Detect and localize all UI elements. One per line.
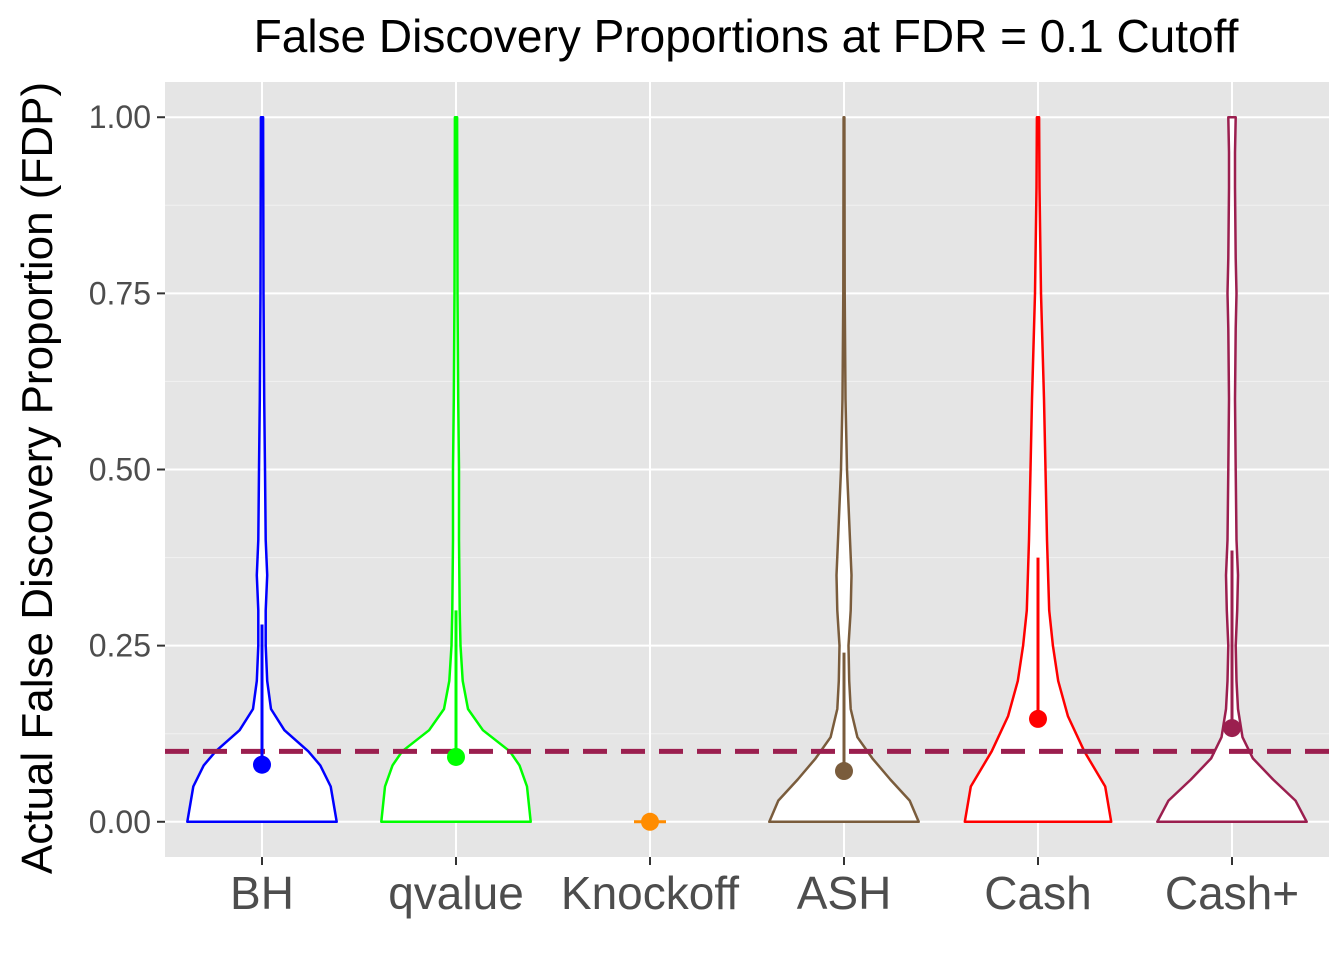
mean-point-qvalue [447, 747, 465, 766]
y-tick-label: 0.75 [89, 275, 151, 311]
y-axis-ticks: 0.00 0.25 0.50 0.75 1.00 [89, 99, 165, 840]
y-tick-label: 0.50 [89, 452, 151, 488]
mean-point-knockoff [641, 812, 659, 831]
x-tick-label: qvalue [388, 867, 524, 919]
x-tick-label: Cash [984, 867, 1091, 919]
mean-point-ash [835, 762, 853, 781]
x-tick-label: Cash+ [1165, 867, 1299, 919]
x-tick-label: Knockoff [561, 867, 739, 919]
y-tick-label: 0.25 [89, 628, 151, 664]
x-tick-label: ASH [797, 867, 892, 919]
y-tick-label: 0.00 [89, 804, 151, 840]
violin-cashplus [1156, 115, 1308, 824]
mean-point-cashplus [1223, 719, 1241, 738]
violin-ash [768, 115, 920, 824]
violin-qvalue [380, 115, 532, 824]
y-axis-label: Actual False Discovery Proportion (FDP) [13, 82, 62, 874]
violin-cash [963, 115, 1113, 824]
chart-title: False Discovery Proportions at FDR = 0.1… [254, 10, 1239, 62]
violins [186, 115, 1308, 824]
mean-point-cash [1029, 709, 1047, 728]
x-axis-ticks: BH qvalue Knockoff ASH Cash Cash+ [230, 857, 1299, 919]
mean-point-bh [253, 755, 271, 774]
y-tick-label: 1.00 [89, 99, 151, 135]
x-tick-label: BH [230, 867, 294, 919]
means-and-whiskers [253, 550, 1241, 831]
violin-bh [186, 115, 338, 824]
